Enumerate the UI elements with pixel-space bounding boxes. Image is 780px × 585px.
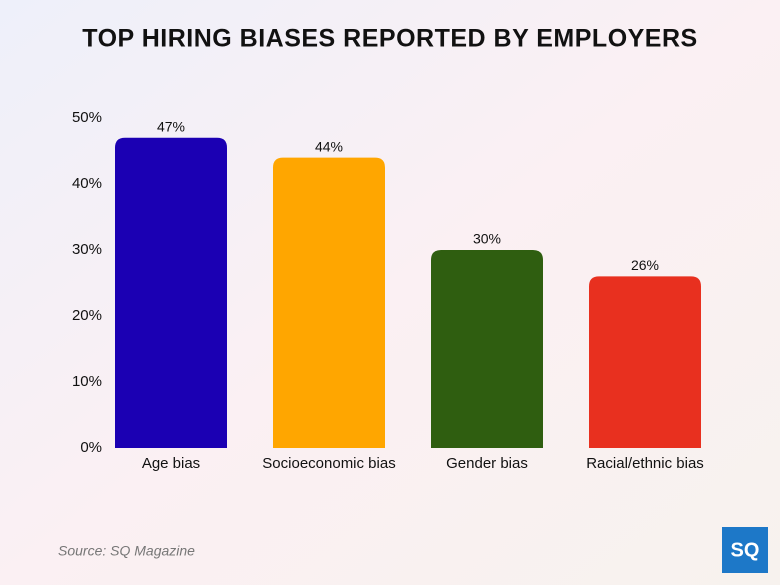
x-tick-label: Gender bias [446, 455, 528, 472]
y-tick-label: 30% [72, 241, 102, 258]
value-label: 26% [631, 257, 659, 273]
bar [273, 157, 385, 448]
x-tick-label: Age bias [142, 455, 200, 472]
bar [115, 137, 227, 449]
logo-box [722, 527, 768, 573]
logo: SQ [731, 539, 760, 561]
bar [431, 250, 543, 448]
chart-title: TOP HIRING BIASES REPORTED BY EMPLOYERS [82, 25, 697, 53]
source: Source: SQ Magazine [58, 543, 195, 559]
y-tick-label: 10% [72, 373, 102, 390]
bar [589, 276, 701, 448]
y-tick-label: 0% [80, 439, 102, 456]
y-tick-label: 40% [72, 175, 102, 192]
value-label: 30% [473, 231, 501, 247]
x-tick-label: Socioeconomic bias [262, 455, 395, 472]
value-label: 47% [157, 119, 185, 135]
x-tick-label: Racial/ethnic bias [586, 455, 704, 472]
y-tick-label: 50% [72, 109, 102, 126]
value-label: 44% [315, 138, 343, 154]
y-tick-label: 20% [72, 307, 102, 324]
